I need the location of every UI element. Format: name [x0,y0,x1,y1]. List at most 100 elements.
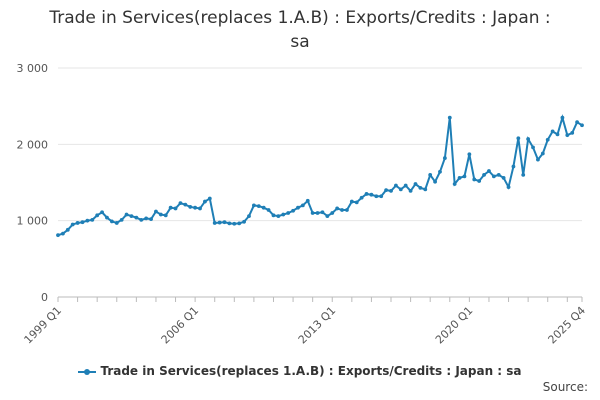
data-point[interactable] [237,221,242,226]
data-point[interactable] [217,220,222,225]
data-point[interactable] [457,176,462,180]
data-point[interactable] [540,151,545,156]
data-point[interactable] [560,115,565,120]
data-point[interactable] [531,145,535,150]
data-point[interactable] [384,188,389,193]
data-point[interactable] [521,172,526,177]
data-point[interactable] [173,206,178,211]
data-point[interactable] [193,205,198,210]
data-point[interactable] [168,205,173,210]
data-point[interactable] [207,196,212,201]
data-point[interactable] [109,219,114,224]
data-point[interactable] [212,221,217,225]
data-point[interactable] [369,192,374,197]
data-point[interactable] [188,205,193,209]
data-point[interactable] [555,132,560,137]
data-point[interactable] [163,213,168,218]
data-point[interactable] [526,137,531,141]
data-point[interactable] [139,218,144,222]
data-point[interactable] [403,183,408,188]
data-point[interactable] [491,174,496,179]
data-point[interactable] [516,136,521,141]
data-point[interactable] [281,212,286,217]
data-point[interactable] [251,203,256,208]
data-point[interactable] [90,218,95,222]
data-point[interactable] [129,214,134,218]
data-point[interactable] [575,120,579,125]
data-point[interactable] [95,213,100,218]
data-point[interactable] [506,185,511,189]
data-point[interactable] [398,187,403,192]
data-point[interactable] [389,189,393,193]
data-point[interactable] [501,176,506,180]
data-point[interactable] [247,214,251,218]
data-point[interactable] [340,208,344,212]
data-point[interactable] [100,210,104,215]
data-point[interactable] [438,169,442,174]
data-point[interactable] [418,185,423,190]
data-point[interactable] [266,208,271,212]
data-point[interactable] [114,221,119,225]
data-point[interactable] [379,194,384,199]
data-point[interactable] [144,216,149,221]
data-point[interactable] [349,199,354,204]
data-point[interactable] [359,195,364,200]
data-point[interactable] [570,130,575,135]
data-point[interactable] [428,172,433,177]
data-point[interactable] [198,206,202,211]
data-point[interactable] [462,174,467,179]
data-point[interactable] [477,179,482,183]
data-point[interactable] [325,214,330,218]
data-point[interactable] [222,220,227,225]
legend[interactable]: Trade in Services(replaces 1.A.B) : Expo… [0,364,600,378]
data-point[interactable] [276,214,281,218]
data-point[interactable] [124,212,129,217]
data-point[interactable] [119,218,124,222]
data-point[interactable] [320,210,325,215]
data-point[interactable] [286,211,291,215]
data-point[interactable] [496,172,501,177]
data-point[interactable] [413,182,418,186]
data-point[interactable] [545,137,550,142]
data-point[interactable] [296,205,300,210]
data-point[interactable] [536,157,540,162]
data-point[interactable] [256,204,261,209]
data-point[interactable] [310,211,315,215]
data-point[interactable] [154,209,158,214]
data-point[interactable] [70,222,75,227]
data-point[interactable] [565,133,570,138]
data-point[interactable] [291,208,295,213]
data-point[interactable] [580,123,584,128]
data-point[interactable] [423,187,428,192]
data-point[interactable] [354,200,359,205]
data-point[interactable] [232,221,237,226]
data-point[interactable] [374,194,379,199]
data-point[interactable] [271,213,276,218]
data-point[interactable] [482,172,486,177]
data-point[interactable] [433,179,437,184]
data-point[interactable] [442,156,447,160]
data-point[interactable] [158,212,163,217]
data-point[interactable] [345,208,349,212]
data-point[interactable] [364,192,369,196]
data-point[interactable] [550,129,555,134]
data-point[interactable] [452,182,457,186]
data-point[interactable] [447,115,452,120]
data-point[interactable] [487,169,491,173]
data-point[interactable] [134,215,139,220]
data-point[interactable] [335,206,340,211]
data-point[interactable] [472,177,477,182]
data-point[interactable] [394,183,398,188]
data-point[interactable] [300,203,305,208]
data-point[interactable] [330,211,335,215]
data-point[interactable] [467,152,472,157]
data-point[interactable] [75,221,80,225]
data-point[interactable] [511,164,516,169]
data-point[interactable] [227,221,232,226]
data-point[interactable] [315,211,320,215]
data-point[interactable] [178,201,183,206]
data-point[interactable] [261,205,266,210]
data-point[interactable] [242,219,246,224]
data-point[interactable] [61,231,65,236]
data-point[interactable] [305,198,310,203]
